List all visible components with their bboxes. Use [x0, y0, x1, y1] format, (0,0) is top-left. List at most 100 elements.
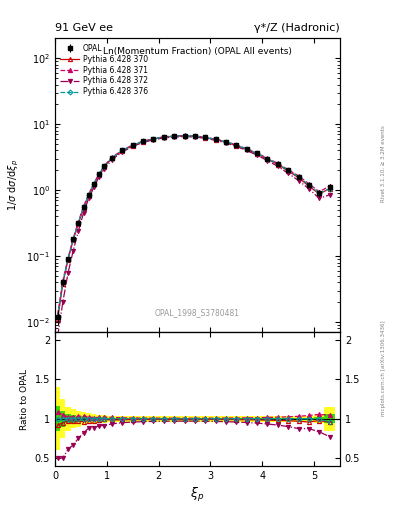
Pythia 6.428 370 [172, 133, 176, 139]
Pythia 6.428 371 [81, 203, 86, 209]
Pythia 6.428 371 [151, 136, 156, 142]
Pythia 6.428 372 [97, 174, 101, 180]
Pythia 6.428 376 [317, 190, 321, 196]
Pythia 6.428 370 [275, 161, 280, 167]
Pythia 6.428 370 [255, 151, 259, 157]
Pythia 6.428 370 [265, 156, 270, 162]
Pythia 6.428 371 [141, 138, 145, 144]
Pythia 6.428 376 [224, 139, 228, 145]
Pythia 6.428 371 [86, 191, 91, 197]
Pythia 6.428 376 [296, 174, 301, 180]
Pythia 6.428 376 [81, 204, 86, 210]
Pythia 6.428 371 [234, 142, 239, 148]
Pythia 6.428 370 [151, 136, 156, 142]
Pythia 6.428 370 [244, 146, 249, 153]
Pythia 6.428 376 [61, 280, 65, 286]
Pythia 6.428 370 [317, 191, 321, 197]
Pythia 6.428 371 [172, 133, 176, 139]
Pythia 6.428 376 [162, 134, 166, 140]
Pythia 6.428 370 [86, 193, 91, 199]
X-axis label: $\xi_p$: $\xi_p$ [190, 486, 205, 504]
Pythia 6.428 371 [265, 155, 270, 161]
Pythia 6.428 372 [275, 163, 280, 169]
Pythia 6.428 371 [110, 154, 114, 160]
Pythia 6.428 376 [244, 146, 249, 152]
Pythia 6.428 370 [61, 281, 65, 287]
Pythia 6.428 372 [162, 135, 166, 141]
Pythia 6.428 370 [102, 163, 107, 169]
Pythia 6.428 370 [81, 205, 86, 211]
Pythia 6.428 376 [102, 163, 107, 169]
Pythia 6.428 370 [327, 186, 332, 192]
Pythia 6.428 376 [71, 236, 75, 242]
Pythia 6.428 371 [317, 188, 321, 195]
Text: mcplots.cern.ch [arXiv:1306.3436]: mcplots.cern.ch [arXiv:1306.3436] [381, 321, 386, 416]
Pythia 6.428 372 [55, 334, 60, 340]
Pythia 6.428 370 [162, 134, 166, 140]
Pythia 6.428 370 [76, 221, 81, 227]
Pythia 6.428 376 [55, 314, 60, 320]
Legend: OPAL, Pythia 6.428 370, Pythia 6.428 371, Pythia 6.428 372, Pythia 6.428 376: OPAL, Pythia 6.428 370, Pythia 6.428 371… [59, 42, 149, 98]
Pythia 6.428 371 [286, 166, 290, 173]
Pythia 6.428 370 [224, 139, 228, 145]
Pythia 6.428 370 [110, 155, 114, 161]
Pythia 6.428 371 [224, 139, 228, 145]
Pythia 6.428 371 [162, 134, 166, 140]
Pythia 6.428 371 [66, 255, 70, 262]
Pythia 6.428 376 [275, 161, 280, 167]
Pythia 6.428 371 [92, 180, 96, 186]
Pythia 6.428 376 [130, 142, 135, 148]
Pythia 6.428 372 [203, 135, 208, 141]
Pythia 6.428 372 [265, 158, 270, 164]
Line: Pythia 6.428 370: Pythia 6.428 370 [55, 134, 332, 322]
Pythia 6.428 370 [213, 137, 218, 143]
Pythia 6.428 371 [76, 219, 81, 225]
Pythia 6.428 372 [213, 137, 218, 143]
Pythia 6.428 376 [327, 186, 332, 192]
Pythia 6.428 376 [66, 256, 70, 262]
Pythia 6.428 371 [244, 145, 249, 152]
Pythia 6.428 370 [71, 237, 75, 243]
Pythia 6.428 376 [182, 133, 187, 139]
Pythia 6.428 370 [130, 142, 135, 148]
Pythia 6.428 376 [255, 151, 259, 157]
Pythia 6.428 376 [172, 133, 176, 139]
Pythia 6.428 371 [61, 278, 65, 284]
Pythia 6.428 372 [317, 196, 321, 202]
Pythia 6.428 372 [244, 147, 249, 154]
Pythia 6.428 376 [110, 155, 114, 161]
Pythia 6.428 372 [76, 228, 81, 234]
Pythia 6.428 372 [286, 170, 290, 177]
Line: Pythia 6.428 376: Pythia 6.428 376 [56, 134, 331, 318]
Line: Pythia 6.428 372: Pythia 6.428 372 [55, 135, 332, 339]
Pythia 6.428 371 [193, 133, 197, 139]
Pythia 6.428 372 [172, 134, 176, 140]
Pythia 6.428 370 [120, 148, 125, 154]
Pythia 6.428 376 [286, 167, 290, 174]
Pythia 6.428 370 [193, 133, 197, 139]
Pythia 6.428 370 [286, 168, 290, 174]
Line: Pythia 6.428 371: Pythia 6.428 371 [55, 134, 332, 316]
Pythia 6.428 376 [265, 156, 270, 162]
Pythia 6.428 372 [182, 134, 187, 140]
Text: γ*/Z (Hadronic): γ*/Z (Hadronic) [254, 23, 340, 33]
Pythia 6.428 372 [66, 270, 70, 276]
Pythia 6.428 376 [307, 182, 311, 188]
Pythia 6.428 376 [141, 138, 145, 144]
Text: 91 GeV ee: 91 GeV ee [55, 23, 113, 33]
Pythia 6.428 370 [307, 183, 311, 189]
Text: Ln(Momentum Fraction) (OPAL All events): Ln(Momentum Fraction) (OPAL All events) [103, 47, 292, 56]
Pythia 6.428 372 [120, 149, 125, 155]
Pythia 6.428 372 [234, 143, 239, 150]
Pythia 6.428 376 [213, 136, 218, 142]
Pythia 6.428 376 [97, 171, 101, 177]
Y-axis label: Ratio to OPAL: Ratio to OPAL [20, 369, 29, 430]
Pythia 6.428 371 [130, 142, 135, 148]
Pythia 6.428 371 [97, 170, 101, 177]
Pythia 6.428 376 [86, 192, 91, 198]
Pythia 6.428 372 [130, 143, 135, 150]
Pythia 6.428 372 [296, 178, 301, 184]
Pythia 6.428 371 [182, 133, 187, 139]
Pythia 6.428 372 [86, 196, 91, 202]
Pythia 6.428 370 [182, 133, 187, 139]
